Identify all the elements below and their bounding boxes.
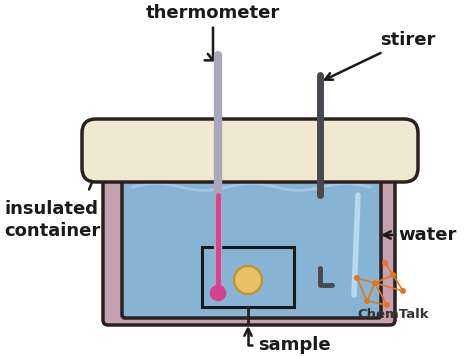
Circle shape [382, 260, 388, 266]
FancyBboxPatch shape [122, 164, 381, 318]
Circle shape [384, 302, 390, 308]
Circle shape [364, 298, 370, 304]
Circle shape [400, 288, 406, 294]
Text: ChemTalk: ChemTalk [357, 309, 429, 321]
Text: insulated
container: insulated container [4, 200, 100, 240]
Text: thermometer: thermometer [146, 4, 280, 61]
Circle shape [234, 266, 262, 294]
Text: water: water [383, 226, 456, 244]
Circle shape [354, 275, 360, 281]
Text: sample: sample [245, 329, 331, 354]
Circle shape [390, 272, 396, 278]
Text: stirer: stirer [325, 31, 436, 80]
Bar [202, 247, 294, 307]
Circle shape [372, 280, 378, 286]
Circle shape [210, 286, 226, 300]
FancyBboxPatch shape [82, 119, 418, 182]
FancyBboxPatch shape [103, 143, 395, 325]
